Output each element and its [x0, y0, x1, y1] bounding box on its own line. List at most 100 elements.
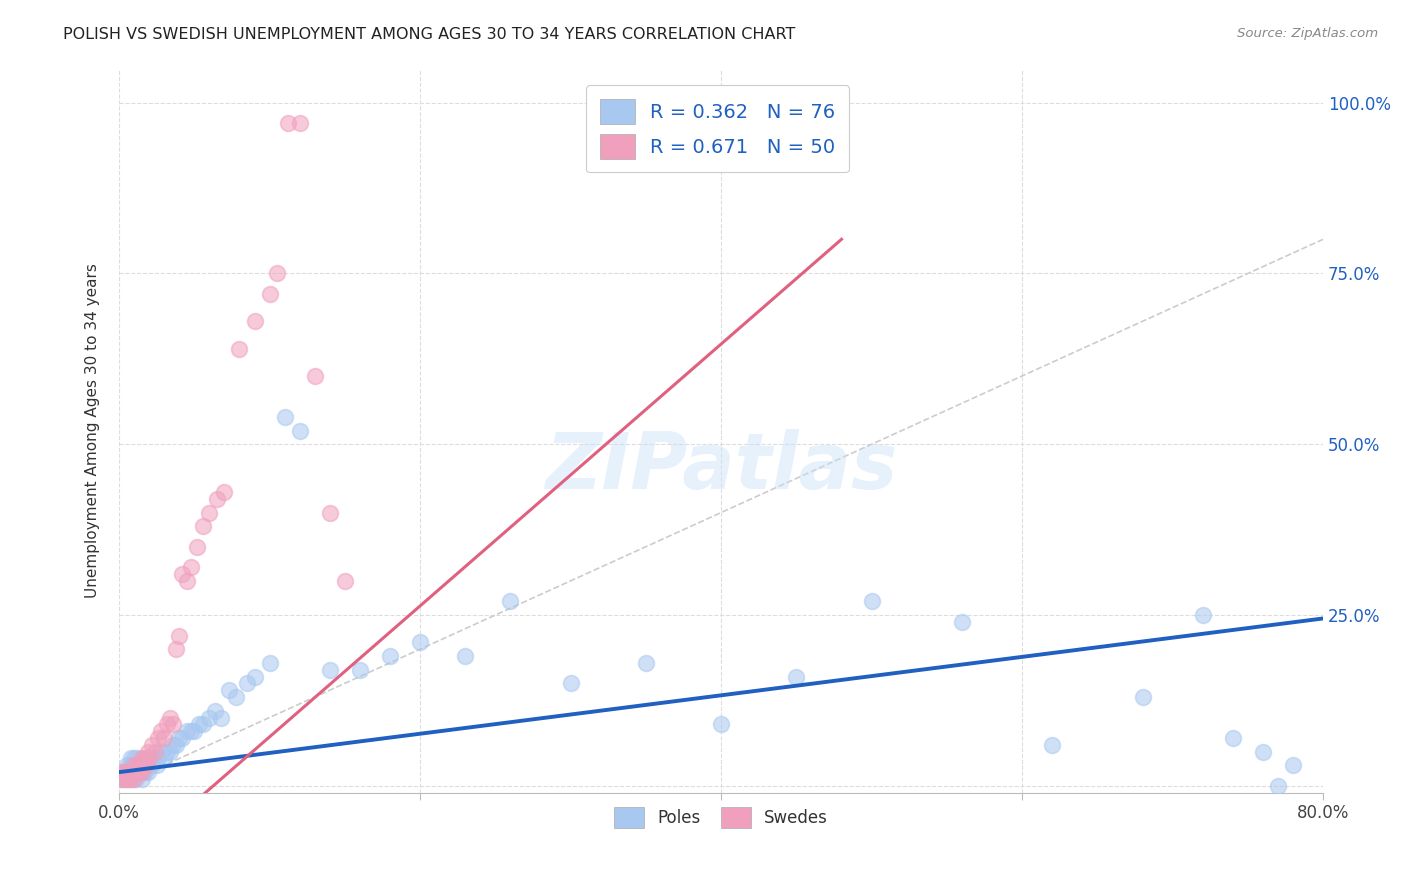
Point	[115, 772, 138, 786]
Point	[115, 772, 138, 786]
Point	[117, 765, 139, 780]
Point	[121, 772, 143, 786]
Point	[111, 765, 134, 780]
Point	[135, 758, 157, 772]
Point	[115, 765, 138, 780]
Point	[243, 314, 266, 328]
Point	[409, 635, 432, 649]
Point	[259, 656, 281, 670]
Point	[319, 663, 342, 677]
Point	[141, 758, 163, 772]
Point	[122, 758, 145, 772]
Point	[141, 738, 163, 752]
Point	[333, 574, 356, 588]
Point	[138, 751, 160, 765]
Point	[165, 642, 187, 657]
Point	[128, 765, 150, 780]
Point	[162, 717, 184, 731]
Point	[186, 540, 208, 554]
Point	[259, 287, 281, 301]
Point	[1132, 690, 1154, 704]
Point	[349, 663, 371, 677]
Point	[198, 710, 221, 724]
Point	[121, 758, 143, 772]
Point	[176, 724, 198, 739]
Point	[1267, 779, 1289, 793]
Point	[156, 717, 179, 731]
Point	[138, 758, 160, 772]
Point	[277, 116, 299, 130]
Point	[128, 765, 150, 780]
Point	[180, 560, 202, 574]
Point	[120, 765, 142, 780]
Point	[454, 648, 477, 663]
Point	[148, 751, 170, 765]
Point	[167, 628, 190, 642]
Point	[127, 751, 149, 765]
Point	[122, 772, 145, 786]
Point	[118, 772, 141, 786]
Point	[634, 656, 657, 670]
Point	[560, 676, 582, 690]
Point	[176, 574, 198, 588]
Point	[128, 758, 150, 772]
Point	[112, 772, 135, 786]
Point	[950, 615, 973, 629]
Point	[172, 731, 194, 745]
Point	[204, 704, 226, 718]
Point	[187, 717, 209, 731]
Point	[129, 758, 152, 772]
Point	[143, 745, 166, 759]
Point	[214, 485, 236, 500]
Point	[159, 745, 181, 759]
Point	[142, 751, 165, 765]
Point	[193, 717, 215, 731]
Point	[131, 751, 153, 765]
Point	[127, 765, 149, 780]
Point	[319, 506, 342, 520]
Point	[127, 758, 149, 772]
Point	[132, 765, 155, 780]
Point	[218, 683, 240, 698]
Point	[162, 738, 184, 752]
Point	[167, 731, 190, 745]
Point	[1251, 745, 1274, 759]
Point	[205, 491, 228, 506]
Point	[1222, 731, 1244, 745]
Point	[145, 758, 167, 772]
Point	[110, 772, 132, 786]
Point	[499, 594, 522, 608]
Point	[124, 772, 146, 786]
Point	[273, 409, 295, 424]
Point	[122, 751, 145, 765]
Point	[115, 758, 138, 772]
Point	[136, 765, 159, 780]
Point	[118, 758, 141, 772]
Point	[118, 772, 141, 786]
Point	[236, 676, 259, 690]
Point	[135, 758, 157, 772]
Point	[165, 738, 187, 752]
Point	[209, 710, 232, 724]
Point	[225, 690, 247, 704]
Point	[180, 724, 202, 739]
Point	[134, 751, 156, 765]
Point	[150, 745, 173, 759]
Point	[710, 717, 733, 731]
Text: POLISH VS SWEDISH UNEMPLOYMENT AMONG AGES 30 TO 34 YEARS CORRELATION CHART: POLISH VS SWEDISH UNEMPLOYMENT AMONG AGE…	[63, 27, 796, 42]
Point	[110, 772, 132, 786]
Point	[139, 751, 162, 765]
Text: Source: ZipAtlas.com: Source: ZipAtlas.com	[1237, 27, 1378, 40]
Point	[288, 424, 311, 438]
Point	[124, 758, 146, 772]
Point	[266, 267, 288, 281]
Point	[120, 765, 142, 780]
Point	[114, 765, 136, 780]
Point	[111, 765, 134, 780]
Legend: Poles, Swedes: Poles, Swedes	[607, 800, 835, 835]
Point	[129, 765, 152, 780]
Point	[198, 506, 221, 520]
Point	[1282, 758, 1305, 772]
Point	[136, 745, 159, 759]
Point	[378, 648, 401, 663]
